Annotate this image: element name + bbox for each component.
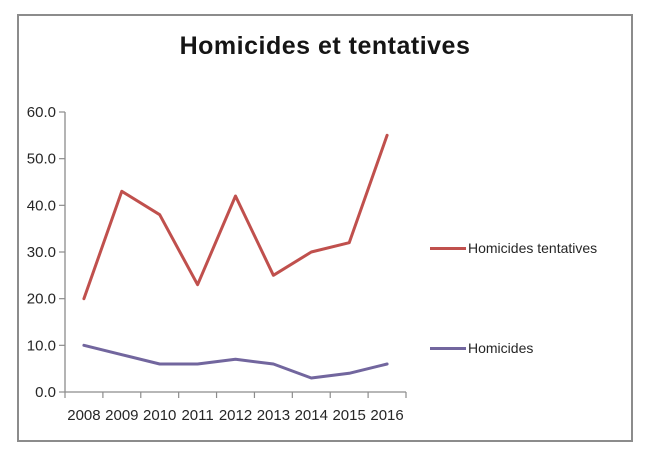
y-tick-label: 10.0: [27, 337, 56, 354]
y-tick-label: 50.0: [27, 151, 56, 168]
x-tick-label: 2010: [143, 407, 176, 424]
legend-label: Homicides: [468, 340, 534, 356]
x-tick-label: 2014: [295, 407, 328, 424]
line-chart: 0.0 10.0 20.0 30.0 40.0 50.0 60.0 2008 2009 2010 2…: [27, 104, 407, 424]
legend-entry-homicides: Homicides: [430, 340, 533, 356]
legend-label: Homicides tentatives: [468, 240, 598, 256]
chart-title: Homicides et tentatives: [179, 32, 471, 60]
y-tick-label: 40.0: [27, 197, 56, 214]
y-tick-label: 0.0: [35, 384, 56, 401]
legend-entry-homicides-tentatives: Homicides tentatives: [430, 240, 597, 256]
y-tick-label: 20.0: [27, 291, 56, 308]
legend-line-sample-icon: [430, 246, 466, 250]
y-tick-label: 30.0: [27, 244, 56, 261]
series-line-1: [82, 343, 389, 380]
x-tick-label: 2011: [181, 407, 213, 424]
x-tick-label: 2015: [332, 407, 365, 424]
x-tick-label: 2016: [370, 407, 403, 424]
x-tick-label: 2013: [257, 407, 290, 424]
series-line-0: [82, 133, 389, 301]
x-tick-label: 2009: [105, 407, 138, 424]
chart-frame: Homicides et tentatives 0.0 10.0 20.0 30.0 4…: [17, 14, 633, 442]
x-tick-label: 2008: [67, 407, 100, 424]
x-tick-label: 2012: [219, 407, 252, 424]
y-tick-label: 60.0: [27, 104, 56, 121]
legend-line-sample-icon: [430, 346, 466, 350]
